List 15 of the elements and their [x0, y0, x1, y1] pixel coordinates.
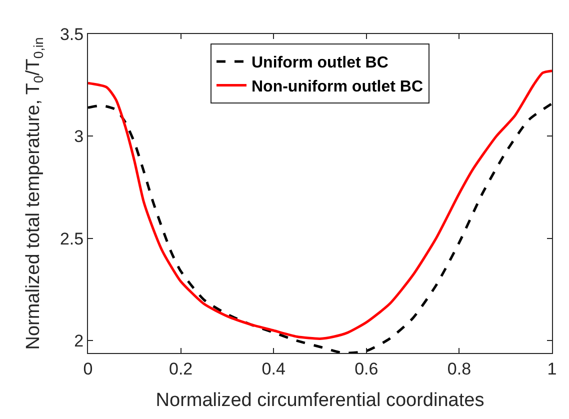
- line-series: [88, 102, 552, 353]
- x-tick-label: 1: [547, 359, 557, 378]
- x-tick-label: 0: [83, 359, 93, 378]
- x-axis-title: Normalized circumferential coordinates: [156, 390, 484, 412]
- legend-label: Non-uniform outlet BC: [252, 78, 424, 96]
- legend-label: Uniform outlet BC: [252, 54, 389, 72]
- y-tick-label: 2.5: [60, 229, 84, 248]
- line-series: [88, 70, 552, 340]
- y-tick-label: 2: [74, 332, 84, 351]
- x-tick-label: 0.2: [168, 359, 193, 378]
- y-tick-label: 3: [74, 127, 84, 146]
- x-tick-label: 0.6: [354, 359, 378, 378]
- x-tick-label: 0.8: [447, 359, 472, 378]
- x-tick-label: 0.4: [262, 359, 286, 378]
- y-tick-label: 3.5: [60, 24, 84, 44]
